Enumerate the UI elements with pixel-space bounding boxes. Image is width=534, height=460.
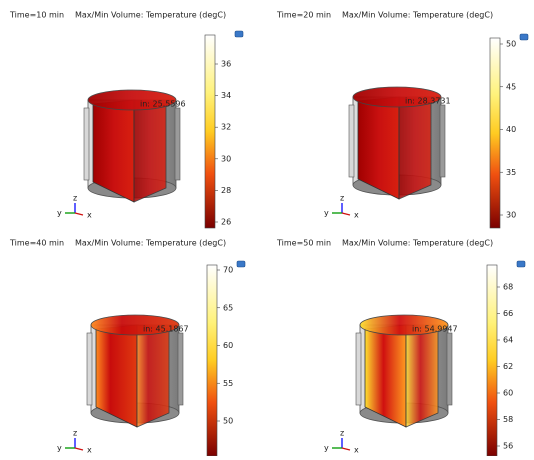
rim-left: [349, 105, 354, 177]
axis-x: [75, 448, 83, 450]
colorbar-tick-label: 66: [503, 309, 513, 318]
min-label: in: 54.9947: [412, 325, 458, 334]
colorbar-tick-label: 40: [506, 125, 516, 134]
axis-label-y: y: [324, 444, 329, 453]
colorbar-tick-label: 62: [503, 362, 513, 371]
cut-face-right: [399, 97, 431, 199]
time-label: Time=10 min: [9, 11, 64, 20]
rim-right: [440, 105, 445, 177]
colorbar-tick-label: 35: [506, 168, 516, 177]
axis-label-x: x: [354, 446, 359, 455]
plot-title: Max/Min Volume: Temperature (degC): [342, 11, 493, 20]
colorbar-tick-label: 65: [223, 303, 233, 312]
min-label: in: 45.1867: [143, 325, 189, 334]
rim-right: [178, 333, 183, 405]
axis-label-z: z: [73, 194, 77, 203]
colorbar-tick-label: 70: [223, 266, 233, 275]
cut-face-right: [406, 325, 438, 427]
axis-label-x: x: [87, 211, 92, 220]
colorbar-tick-label: 26: [221, 218, 231, 227]
colorbar-tick-label: 64: [503, 336, 513, 345]
rim-right: [447, 333, 452, 405]
axis-label-z: z: [73, 429, 77, 438]
axis-x: [342, 213, 350, 215]
time-label: Time=40 min: [9, 239, 64, 248]
rim-left: [84, 108, 89, 180]
figure: Time=10 min Max/Min Volume: Temperature (…: [0, 0, 534, 456]
colorbar-tick-label: 55: [223, 379, 233, 388]
time-label: Time=20 min: [276, 11, 331, 20]
panel: Time=10 min Max/Min Volume: Temperature (…: [9, 11, 243, 229]
axis-x: [342, 448, 350, 450]
axis-label-x: x: [87, 446, 92, 455]
colorbar-tick-label: 58: [503, 415, 513, 424]
colorbar-tick-label: 30: [221, 154, 231, 163]
axis-label-y: y: [57, 209, 62, 218]
min-label: in: 28.3731: [405, 97, 451, 106]
colorbar: [490, 38, 500, 228]
cut-face-right: [134, 100, 166, 202]
axis-label-x: x: [354, 211, 359, 220]
cut-face-right: [137, 325, 169, 427]
colorbar-tick-label: 36: [221, 60, 231, 69]
camera-icon: [520, 34, 528, 40]
axis-label-y: y: [57, 444, 62, 453]
colorbar-tick-label: 50: [506, 40, 516, 49]
plot-title: Max/Min Volume: Temperature (degC): [342, 239, 493, 248]
colorbar-tick-label: 30: [506, 211, 516, 220]
plot-title: Max/Min Volume: Temperature (degC): [75, 11, 226, 20]
min-label: in: 25.5596: [140, 100, 186, 109]
rim-left: [356, 333, 361, 405]
colorbar: [207, 265, 217, 456]
panel: Time=20 min Max/Min Volume: Temperature (…: [276, 11, 528, 229]
panel: Time=50 min Max/Min Volume: Temperature (…: [276, 239, 525, 457]
colorbar-tick-label: 32: [221, 123, 231, 132]
colorbar-tick-label: 60: [223, 341, 233, 350]
time-label: Time=50 min: [276, 239, 331, 248]
axis-label-z: z: [340, 429, 344, 438]
colorbar-tick-label: 68: [503, 283, 513, 292]
plot-title: Max/Min Volume: Temperature (degC): [75, 239, 226, 248]
colorbar-tick-label: 50: [223, 417, 233, 426]
axis-x: [75, 213, 83, 215]
colorbar-tick-label: 56: [503, 442, 513, 451]
camera-icon: [237, 261, 245, 267]
colorbar: [205, 35, 215, 228]
colorbar-tick-label: 34: [221, 91, 231, 100]
axis-label-z: z: [340, 194, 344, 203]
colorbar: [487, 265, 497, 456]
colorbar-tick-label: 45: [506, 82, 516, 91]
axis-label-y: y: [324, 209, 329, 218]
rim-left: [87, 333, 92, 405]
rim-right: [175, 108, 180, 180]
colorbar-tick-label: 60: [503, 389, 513, 398]
camera-icon: [517, 261, 525, 267]
colorbar-tick-label: 28: [221, 186, 231, 195]
camera-icon: [235, 31, 243, 37]
panel: Time=40 min Max/Min Volume: Temperature (…: [9, 239, 245, 457]
